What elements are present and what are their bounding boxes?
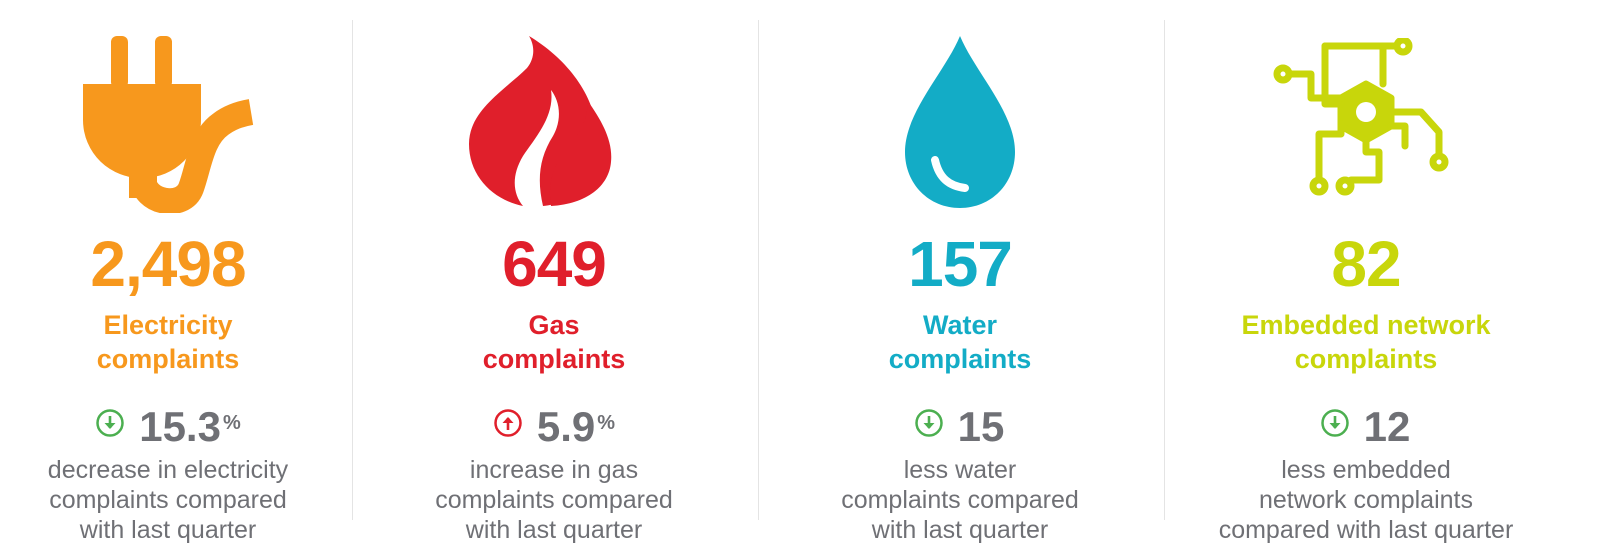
embedded-network-change: 12: [1158, 401, 1574, 453]
water-label: Water complaints: [752, 308, 1168, 376]
change-value: 15: [957, 403, 1005, 450]
gas-change: 5.9%: [346, 401, 762, 453]
water-panel: 157 Water complaints 15 less water compl…: [752, 0, 1168, 559]
change-value: 12: [1363, 403, 1411, 450]
desc-line-3: compared with last quarter: [1218, 516, 1514, 544]
desc-line-3: with last quarter: [465, 516, 643, 544]
desc-line-1: less water: [903, 456, 1017, 484]
divider: [1164, 20, 1165, 520]
arrow-down-circle-icon: [1320, 408, 1350, 438]
circuit-network-icon: [1271, 38, 1461, 223]
desc-line-2: network complaints: [1259, 486, 1473, 514]
label-line-2: complaints: [96, 344, 240, 374]
divider: [758, 20, 759, 520]
desc-line-2: complaints compared: [49, 486, 287, 514]
label-line-1: Gas: [528, 310, 580, 340]
water-change: 15: [752, 401, 1168, 453]
label-line-1: Electricity: [103, 310, 233, 340]
change-value: 15.3: [139, 403, 221, 450]
change-value: 5.9: [536, 403, 596, 450]
gas-label: Gas complaints: [346, 308, 762, 376]
embedded-network-description: less embedded network complaints compare…: [1158, 455, 1574, 545]
label-line-1: Water: [922, 310, 997, 340]
arrow-down-circle-icon: [95, 408, 125, 438]
label-line-2: complaints: [1294, 344, 1438, 374]
plug-icon: [73, 28, 263, 213]
electricity-label: Electricity complaints: [0, 308, 376, 376]
water-drop-icon: [865, 32, 1055, 217]
desc-line-2: complaints compared: [841, 486, 1079, 514]
desc-line-1: decrease in electricity: [47, 456, 289, 484]
desc-line-1: less embedded: [1281, 456, 1451, 484]
change-unit: %: [222, 412, 241, 434]
gas-count: 649: [502, 228, 607, 300]
water-count: 157: [908, 228, 1013, 300]
electricity-change: 15.3%: [0, 401, 376, 453]
desc-line-3: with last quarter: [79, 516, 257, 544]
label-line-1: Embedded network: [1241, 310, 1491, 340]
label-line-2: complaints: [888, 344, 1032, 374]
change-unit: %: [597, 412, 616, 434]
arrow-up-circle-icon: [493, 408, 523, 438]
desc-line-2: complaints compared: [435, 486, 673, 514]
arrow-down-circle-icon: [914, 408, 944, 438]
electricity-panel: 2,498 Electricity complaints 15.3% decre…: [0, 0, 376, 559]
desc-line-1: increase in gas: [469, 456, 639, 484]
gas-description: increase in gas complaints compared with…: [346, 455, 762, 545]
divider: [352, 20, 353, 520]
gas-panel: 649 Gas complaints 5.9% increase in gas …: [346, 0, 762, 559]
desc-line-3: with last quarter: [871, 516, 1049, 544]
embedded-network-panel: 82 Embedded network complaints 12 less e…: [1158, 0, 1574, 559]
electricity-count: 2,498: [90, 228, 246, 300]
flame-icon: [459, 30, 649, 215]
embedded-network-count: 82: [1331, 228, 1401, 300]
electricity-description: decrease in electricity complaints compa…: [0, 455, 376, 545]
label-line-2: complaints: [482, 344, 626, 374]
water-description: less water complaints compared with last…: [752, 455, 1168, 545]
embedded-network-label: Embedded network complaints: [1158, 308, 1574, 376]
